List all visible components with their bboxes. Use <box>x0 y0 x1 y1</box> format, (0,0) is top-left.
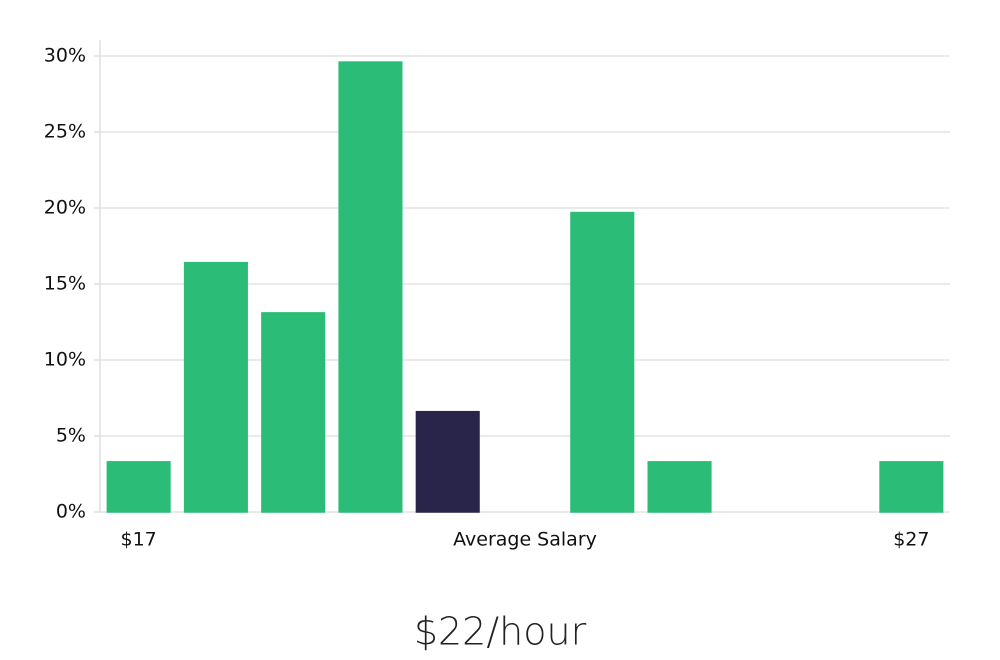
y-tick-label: 0% <box>56 501 86 523</box>
bar <box>183 261 248 513</box>
x-tick-label: $27 <box>893 529 929 551</box>
bar <box>338 61 403 513</box>
x-axis-label: Average Salary <box>453 529 597 551</box>
annotation: $22/hour <box>414 610 587 654</box>
y-tick-label: 25% <box>44 121 86 143</box>
bar <box>879 461 944 513</box>
x-tick-label: $17 <box>121 529 157 551</box>
bar <box>261 312 326 513</box>
y-tick-label: 30% <box>44 45 86 67</box>
bar <box>647 461 712 513</box>
y-tick-label: 5% <box>56 425 86 447</box>
bar <box>570 211 635 513</box>
bar <box>106 461 171 513</box>
y-tick-label: 20% <box>44 197 86 219</box>
y-tick-label: 10% <box>44 349 86 371</box>
y-tick-label: 15% <box>44 273 86 295</box>
bar <box>415 410 480 513</box>
